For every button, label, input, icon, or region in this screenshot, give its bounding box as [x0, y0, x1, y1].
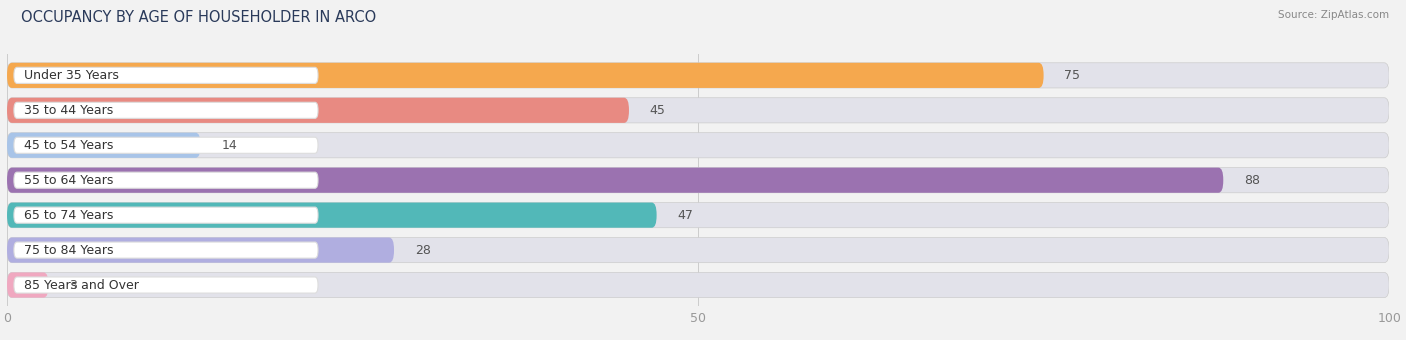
- FancyBboxPatch shape: [14, 137, 318, 153]
- FancyBboxPatch shape: [7, 272, 1389, 298]
- Text: Source: ZipAtlas.com: Source: ZipAtlas.com: [1278, 10, 1389, 20]
- Text: 45 to 54 Years: 45 to 54 Years: [24, 139, 112, 152]
- Text: 14: 14: [221, 139, 238, 152]
- Text: 85 Years and Over: 85 Years and Over: [24, 278, 138, 291]
- Text: 55 to 64 Years: 55 to 64 Years: [24, 174, 112, 187]
- Text: OCCUPANCY BY AGE OF HOUSEHOLDER IN ARCO: OCCUPANCY BY AGE OF HOUSEHOLDER IN ARCO: [21, 10, 377, 25]
- FancyBboxPatch shape: [14, 277, 318, 293]
- FancyBboxPatch shape: [7, 63, 1389, 88]
- Text: 3: 3: [69, 278, 77, 291]
- FancyBboxPatch shape: [14, 67, 318, 83]
- FancyBboxPatch shape: [7, 168, 1223, 193]
- FancyBboxPatch shape: [7, 98, 628, 123]
- Text: 88: 88: [1244, 174, 1260, 187]
- Text: 47: 47: [678, 209, 693, 222]
- Text: 75: 75: [1064, 69, 1080, 82]
- Text: Under 35 Years: Under 35 Years: [24, 69, 118, 82]
- FancyBboxPatch shape: [7, 168, 1389, 193]
- FancyBboxPatch shape: [14, 242, 318, 258]
- FancyBboxPatch shape: [7, 98, 1389, 123]
- FancyBboxPatch shape: [7, 272, 48, 298]
- Text: 35 to 44 Years: 35 to 44 Years: [24, 104, 112, 117]
- Text: 28: 28: [415, 243, 430, 257]
- FancyBboxPatch shape: [7, 133, 1389, 158]
- FancyBboxPatch shape: [7, 203, 657, 228]
- Text: 65 to 74 Years: 65 to 74 Years: [24, 209, 112, 222]
- FancyBboxPatch shape: [14, 172, 318, 188]
- FancyBboxPatch shape: [7, 203, 1389, 228]
- FancyBboxPatch shape: [7, 63, 1043, 88]
- FancyBboxPatch shape: [14, 207, 318, 223]
- FancyBboxPatch shape: [7, 238, 394, 263]
- FancyBboxPatch shape: [7, 133, 201, 158]
- Text: 75 to 84 Years: 75 to 84 Years: [24, 243, 112, 257]
- FancyBboxPatch shape: [14, 102, 318, 118]
- FancyBboxPatch shape: [7, 238, 1389, 263]
- Text: 45: 45: [650, 104, 665, 117]
